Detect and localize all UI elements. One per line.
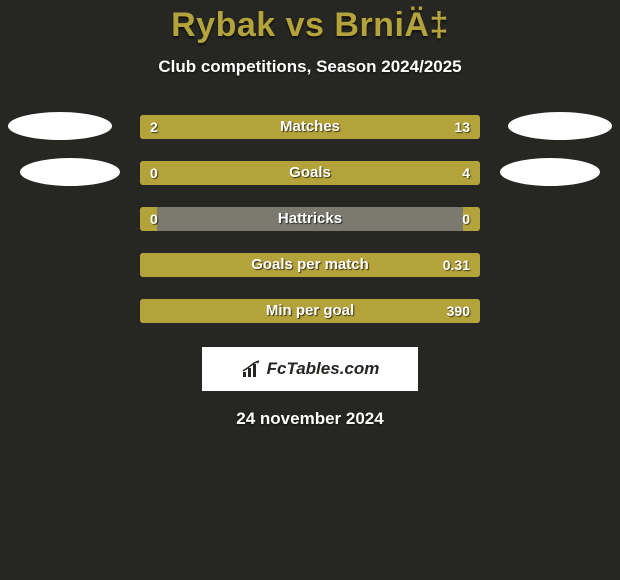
stat-value-right: 0.31: [443, 253, 470, 277]
stat-label: Min per goal: [140, 299, 480, 323]
shadow-ellipse-left: [20, 158, 120, 186]
stat-label: Hattricks: [140, 207, 480, 231]
stat-value-left: 2: [150, 115, 158, 139]
stat-value-left: 0: [150, 207, 158, 231]
stat-value-right: 390: [447, 299, 470, 323]
bar-chart-icon: [241, 360, 263, 378]
stat-row: Hattricks0 0: [0, 207, 620, 235]
logo-text: FcTables.com: [267, 359, 380, 379]
stat-value-right: 4: [462, 161, 470, 185]
page-title: Rybak vs BrniÄ‡: [0, 0, 620, 45]
logo-box: FcTables.com: [202, 347, 418, 391]
shadow-ellipse-left: [8, 112, 112, 140]
logo: FcTables.com: [241, 359, 380, 379]
stat-label: Matches: [140, 115, 480, 139]
stat-row: Goals per match0.31: [0, 253, 620, 281]
stat-value-right: 0: [462, 207, 470, 231]
stat-row: Goals0 4: [0, 161, 620, 189]
stat-value-right: 13: [454, 115, 470, 139]
stat-value-left: 0: [150, 161, 158, 185]
shadow-ellipse-right: [500, 158, 600, 186]
page-subtitle: Club competitions, Season 2024/2025: [0, 57, 620, 77]
stat-label: Goals: [140, 161, 480, 185]
comparison-chart: Matches213Goals04Hattricks00Goals per ma…: [0, 115, 620, 327]
stat-row: Matches2 13: [0, 115, 620, 143]
date-label: 24 november 2024: [0, 409, 620, 429]
stat-row: Min per goal390: [0, 299, 620, 327]
stat-label: Goals per match: [140, 253, 480, 277]
shadow-ellipse-right: [508, 112, 612, 140]
